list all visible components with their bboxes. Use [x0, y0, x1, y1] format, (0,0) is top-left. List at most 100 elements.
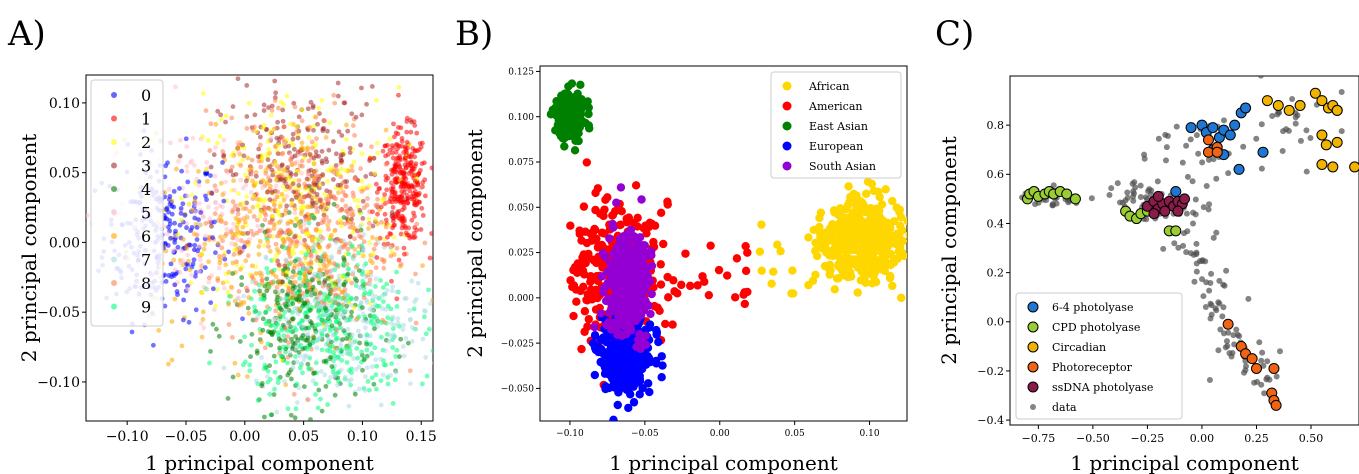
point-class-9 [324, 347, 330, 353]
point-european [629, 382, 638, 391]
point-african [914, 224, 922, 232]
point-class-3 [318, 204, 324, 210]
point-class-8 [309, 145, 315, 151]
point-class-5 [172, 267, 178, 273]
point-data [1338, 88, 1345, 95]
point-class-2 [359, 178, 365, 184]
point-data [1254, 378, 1261, 385]
legend-entry: 3 [141, 157, 151, 176]
point-class-3 [296, 182, 302, 188]
point-class-3 [363, 174, 369, 179]
point-class-8 [203, 108, 209, 114]
point-class-3 [304, 176, 310, 182]
point-south-asian [647, 251, 656, 260]
point-african [804, 233, 813, 242]
point-class-9 [293, 354, 298, 359]
point-european [658, 361, 667, 370]
scatter-points [86, 76, 433, 421]
point-class-8 [207, 219, 212, 225]
point-class-4 [342, 258, 347, 263]
point-class-4 [323, 305, 328, 311]
point-east-asian [564, 82, 573, 91]
point-class-4 [260, 327, 266, 333]
point-class-6 [263, 168, 269, 173]
point-class-1 [412, 148, 418, 154]
point-african [860, 261, 869, 270]
point-class-1 [413, 161, 419, 167]
point-class-2 [268, 112, 274, 118]
point-class-6 [264, 180, 270, 186]
point-class-8 [322, 118, 327, 124]
point-class-8 [286, 340, 291, 346]
point-class-1 [403, 164, 409, 170]
point-class-6 [217, 260, 223, 266]
point-american [617, 207, 626, 216]
x-tick-label: −0.75 [1021, 432, 1055, 445]
point-class-9 [335, 305, 340, 311]
point-american [732, 254, 742, 263]
point-class-4 [296, 349, 302, 355]
point-class-7 [328, 375, 333, 380]
point-data [1273, 373, 1280, 380]
point-class-5 [167, 140, 173, 146]
point-east-asian [555, 118, 564, 127]
point-class-4 [290, 283, 296, 289]
point-class-9 [256, 310, 262, 316]
point-class-7 [373, 276, 379, 282]
point-class-7 [395, 320, 401, 326]
point-class-5 [204, 287, 210, 292]
point-class-2 [310, 235, 316, 241]
point-class-2 [284, 93, 290, 99]
point-class-2 [203, 167, 209, 173]
y-tick-label: 0.6 [987, 168, 1005, 181]
point-class-0 [172, 240, 178, 245]
point-data [1203, 182, 1210, 189]
point-south-asian [605, 234, 614, 243]
point-european [627, 364, 637, 374]
point-data [1162, 157, 1169, 164]
point-american [669, 276, 678, 285]
point-data [1114, 180, 1121, 187]
point-class-5 [229, 241, 235, 246]
point-class-4 [290, 316, 296, 322]
point-class-8 [236, 288, 242, 294]
point-class-1 [399, 216, 405, 222]
point-class-7 [413, 326, 419, 332]
point-class-7 [356, 364, 362, 370]
point-class-7 [378, 402, 384, 408]
point-class-2 [367, 240, 373, 246]
point-class-7 [320, 328, 326, 334]
point-american [722, 271, 732, 280]
point-data [1137, 193, 1144, 200]
point-class-5 [217, 203, 223, 209]
point-class-2 [281, 102, 287, 107]
point-data [1230, 332, 1237, 339]
point-class-6 [296, 306, 302, 312]
point-class-4 [254, 350, 260, 356]
point-class-4 [265, 329, 271, 335]
point-american [577, 344, 586, 354]
point-class-6 [276, 311, 282, 317]
point-class-6 [290, 294, 296, 300]
point-class-9 [242, 334, 248, 340]
point-class-5 [255, 223, 261, 229]
point-class-9 [271, 267, 277, 273]
point-class-6 [292, 206, 298, 212]
point-class-7 [343, 299, 349, 304]
point-class-9 [331, 350, 337, 355]
legend-entry: 5 [141, 204, 151, 223]
point-data [1274, 111, 1281, 118]
point-class-8 [229, 115, 235, 121]
point-class-8 [235, 211, 241, 217]
point-class-2 [339, 223, 344, 229]
point-class-3 [267, 197, 273, 203]
point-class-7 [388, 244, 393, 250]
point-class-2 [262, 197, 268, 203]
point-data [1130, 197, 1137, 204]
point-class-4 [249, 331, 255, 337]
point-south-asian [643, 272, 653, 282]
x-tick-label: 0.25 [1244, 432, 1269, 445]
point-class-4 [324, 333, 330, 338]
point-data [1307, 134, 1314, 141]
point-class-2 [306, 135, 312, 140]
